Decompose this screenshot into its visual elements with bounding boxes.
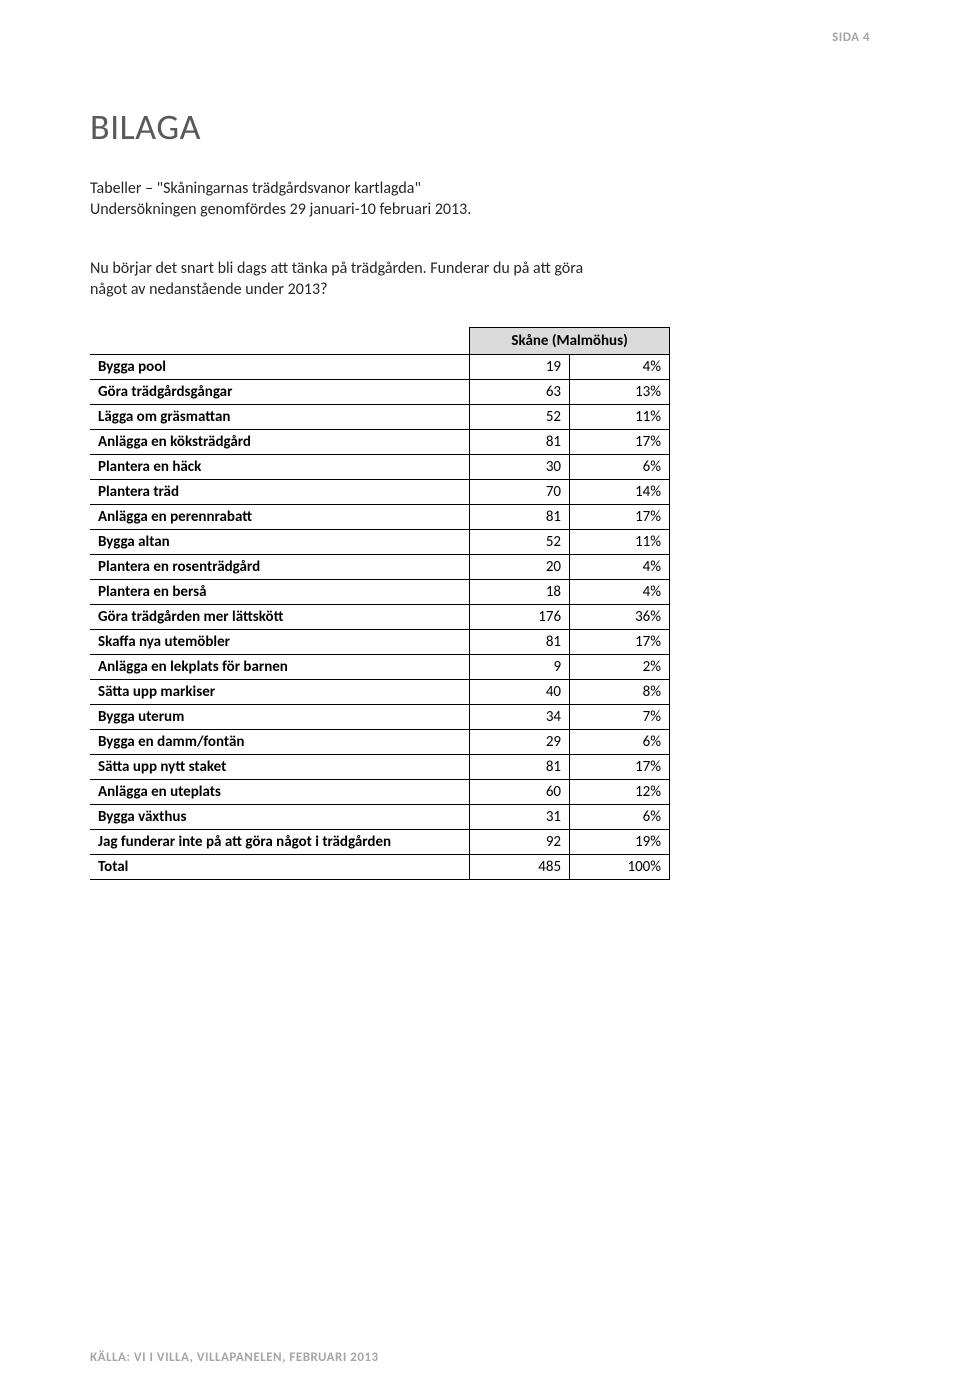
table-row: Total485100%: [90, 855, 670, 880]
table-row: Bygga altan5211%: [90, 530, 670, 555]
row-count: 70: [470, 480, 570, 505]
table-row: Plantera en berså184%: [90, 580, 670, 605]
row-pct: 4%: [570, 580, 670, 605]
table-row: Plantera träd7014%: [90, 480, 670, 505]
table-header-empty: [90, 328, 470, 355]
table-row: Anlägga en perennrabatt8117%: [90, 505, 670, 530]
table-row: Skaffa nya utemöbler8117%: [90, 630, 670, 655]
row-label: Göra trädgården mer lättskött: [90, 605, 470, 630]
row-pct: 17%: [570, 505, 670, 530]
row-count: 63: [470, 380, 570, 405]
row-label: Anlägga en köksträdgård: [90, 430, 470, 455]
row-pct: 4%: [570, 555, 670, 580]
table-header-row: Skåne (Malmöhus): [90, 328, 670, 355]
row-label: Plantera träd: [90, 480, 470, 505]
row-label: Skaffa nya utemöbler: [90, 630, 470, 655]
row-label: Anlägga en lekplats för barnen: [90, 655, 470, 680]
row-pct: 6%: [570, 455, 670, 480]
table-row: Bygga uterum347%: [90, 705, 670, 730]
row-label: Sätta upp markiser: [90, 680, 470, 705]
row-count: 18: [470, 580, 570, 605]
row-count: 30: [470, 455, 570, 480]
row-pct: 17%: [570, 430, 670, 455]
row-label: Jag funderar inte på att göra något i tr…: [90, 830, 470, 855]
question-line-2: något av nedanstående under 2013?: [90, 280, 870, 299]
row-label: Sätta upp nytt staket: [90, 755, 470, 780]
row-pct: 36%: [570, 605, 670, 630]
table-row: Göra trädgården mer lättskött17636%: [90, 605, 670, 630]
row-label: Anlägga en perennrabatt: [90, 505, 470, 530]
table-row: Bygga en damm/fontän296%: [90, 730, 670, 755]
row-pct: 17%: [570, 630, 670, 655]
table-row: Anlägga en uteplats6012%: [90, 780, 670, 805]
row-count: 81: [470, 505, 570, 530]
row-pct: 2%: [570, 655, 670, 680]
row-pct: 14%: [570, 480, 670, 505]
row-count: 34: [470, 705, 570, 730]
row-count: 176: [470, 605, 570, 630]
row-pct: 6%: [570, 805, 670, 830]
row-label: Bygga uterum: [90, 705, 470, 730]
table-row: Jag funderar inte på att göra något i tr…: [90, 830, 670, 855]
row-count: 60: [470, 780, 570, 805]
table-row: Sätta upp nytt staket8117%: [90, 755, 670, 780]
row-label: Total: [90, 855, 470, 880]
row-pct: 11%: [570, 405, 670, 430]
row-pct: 7%: [570, 705, 670, 730]
row-label: Plantera en berså: [90, 580, 470, 605]
row-count: 29: [470, 730, 570, 755]
row-pct: 17%: [570, 755, 670, 780]
source-footer: KÄLLA: VI I VILLA, VILLAPANELEN, FEBRUAR…: [90, 1350, 379, 1365]
row-label: Lägga om gräsmattan: [90, 405, 470, 430]
data-table: Skåne (Malmöhus) Bygga pool194%Göra träd…: [90, 327, 670, 880]
row-label: Bygga en damm/fontän: [90, 730, 470, 755]
row-pct: 19%: [570, 830, 670, 855]
row-count: 52: [470, 530, 570, 555]
subtitle-line-2: Undersökningen genomfördes 29 januari-10…: [90, 200, 870, 219]
row-label: Bygga växthus: [90, 805, 470, 830]
table-body: Bygga pool194%Göra trädgårdsgångar6313%L…: [90, 355, 670, 880]
table-row: Lägga om gräsmattan5211%: [90, 405, 670, 430]
row-count: 52: [470, 405, 570, 430]
row-pct: 4%: [570, 355, 670, 380]
row-pct: 100%: [570, 855, 670, 880]
document-page: SIDA 4 BILAGA Tabeller – "Skåningarnas t…: [0, 0, 960, 1395]
row-count: 81: [470, 430, 570, 455]
row-pct: 8%: [570, 680, 670, 705]
row-count: 31: [470, 805, 570, 830]
table-header-region: Skåne (Malmöhus): [470, 328, 670, 355]
table-row: Bygga växthus316%: [90, 805, 670, 830]
subtitle-line-1: Tabeller – "Skåningarnas trädgårdsvanor …: [90, 179, 870, 198]
table-row: Anlägga en köksträdgård8117%: [90, 430, 670, 455]
row-count: 9: [470, 655, 570, 680]
page-title: BILAGA: [90, 105, 870, 149]
row-count: 485: [470, 855, 570, 880]
table-row: Bygga pool194%: [90, 355, 670, 380]
row-pct: 13%: [570, 380, 670, 405]
row-label: Bygga pool: [90, 355, 470, 380]
table-row: Sätta upp markiser408%: [90, 680, 670, 705]
row-count: 81: [470, 755, 570, 780]
row-count: 40: [470, 680, 570, 705]
row-label: Göra trädgårdsgångar: [90, 380, 470, 405]
page-number: SIDA 4: [90, 30, 870, 45]
row-pct: 12%: [570, 780, 670, 805]
row-count: 19: [470, 355, 570, 380]
row-pct: 6%: [570, 730, 670, 755]
row-count: 92: [470, 830, 570, 855]
table-row: Plantera en häck306%: [90, 455, 670, 480]
row-pct: 11%: [570, 530, 670, 555]
row-count: 81: [470, 630, 570, 655]
question-line-1: Nu börjar det snart bli dags att tänka p…: [90, 259, 870, 278]
table-row: Plantera en rosenträdgård204%: [90, 555, 670, 580]
table-row: Göra trädgårdsgångar6313%: [90, 380, 670, 405]
row-count: 20: [470, 555, 570, 580]
table-row: Anlägga en lekplats för barnen92%: [90, 655, 670, 680]
row-label: Plantera en häck: [90, 455, 470, 480]
row-label: Anlägga en uteplats: [90, 780, 470, 805]
row-label: Bygga altan: [90, 530, 470, 555]
row-label: Plantera en rosenträdgård: [90, 555, 470, 580]
